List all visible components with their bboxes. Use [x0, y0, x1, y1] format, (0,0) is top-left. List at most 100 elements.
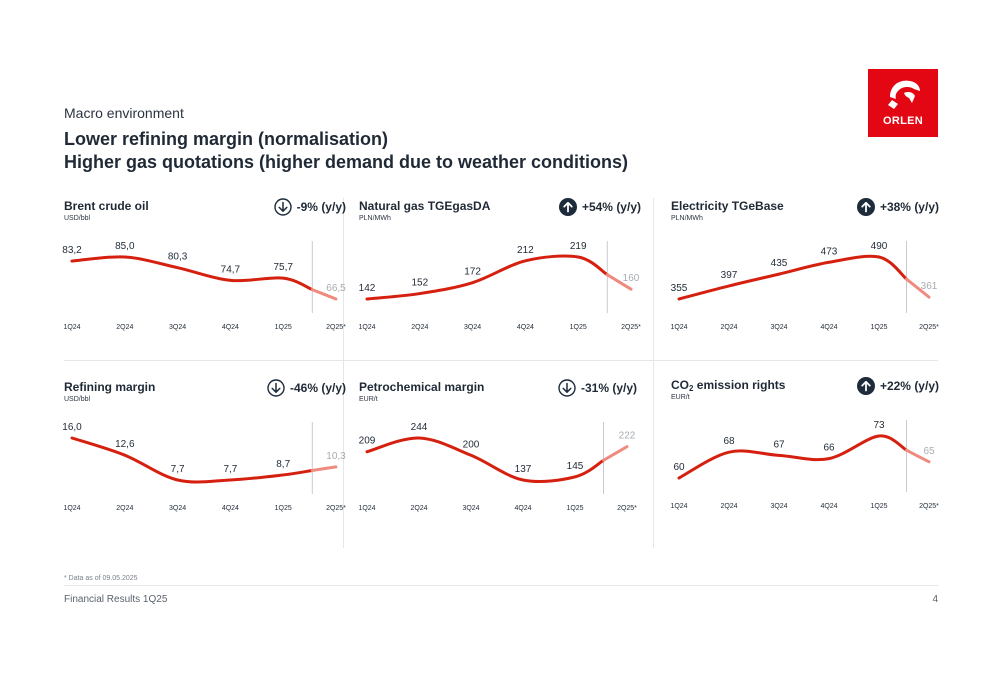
- x-tick-label: 4Q24: [222, 324, 239, 331]
- data-label: 435: [771, 258, 788, 269]
- x-tick-label: 1Q25: [275, 505, 292, 512]
- line-chart: 83,2 1Q24 85,0 2Q24 80,3 3Q24 74,7 4Q24 75,7 1Q25…: [62, 241, 346, 331]
- page-number: 4: [932, 594, 938, 605]
- series-line: [677, 254, 908, 301]
- x-tick-label: 1Q25: [870, 503, 887, 510]
- x-tick-label: 2Q25*: [617, 505, 637, 512]
- data-label: 60: [673, 462, 685, 473]
- row-divider: [64, 360, 938, 361]
- data-label: 16,0: [62, 422, 82, 433]
- headline-line-2: Higher gas quotations (higher demand due…: [64, 152, 629, 172]
- column-divider-2: [653, 198, 654, 548]
- data-label: 160: [623, 273, 640, 284]
- x-tick-label: 1Q24: [358, 505, 375, 512]
- yoy-change: +54% (y/y): [558, 197, 641, 217]
- arrow-up-icon: [856, 198, 875, 216]
- data-label: 85,0: [115, 241, 135, 252]
- data-label: 137: [515, 464, 532, 475]
- chart-unit: USD/bbl: [64, 396, 91, 403]
- data-label: 152: [411, 278, 428, 289]
- yoy-change: -46% (y/y): [267, 378, 346, 398]
- line-chart: 142 1Q24 152 2Q24 172 3Q24 212 4Q24 219 1Q25 160 2Q…: [358, 241, 641, 331]
- footer-divider: [64, 585, 938, 586]
- chart-panel: Electricity TGeBase PLN/MWh +38% (y/y) 355 1…: [670, 198, 939, 359]
- data-label: 397: [721, 270, 738, 281]
- x-tick-label: 3Q24: [462, 505, 479, 512]
- series-line: [70, 436, 314, 484]
- data-label: 244: [411, 422, 428, 433]
- yoy-change: -31% (y/y): [558, 378, 637, 398]
- column-divider-1: [343, 198, 344, 548]
- x-tick-label: 1Q24: [63, 324, 80, 331]
- chart-unit: EUR/t: [359, 396, 378, 403]
- arrow-up-icon: [856, 377, 875, 395]
- x-tick-label: 1Q24: [670, 324, 687, 331]
- series-line: [677, 434, 908, 480]
- chart-panel: Petrochemical margin EUR/t -31% (y/y) 209 1Q…: [358, 378, 637, 540]
- data-label: 7,7: [171, 464, 185, 475]
- x-tick-label: 2Q25*: [621, 324, 641, 331]
- data-label: 66: [823, 443, 835, 454]
- logo-wordmark: ORLEN: [883, 115, 923, 127]
- data-label: 219: [570, 241, 587, 252]
- x-tick-label: 2Q24: [720, 503, 737, 510]
- x-tick-label: 2Q24: [411, 324, 428, 331]
- headline-line-1: Lower refining margin (normalisation): [64, 129, 389, 149]
- data-label: 490: [871, 241, 888, 252]
- data-label: 361: [921, 281, 938, 292]
- data-label: 74,7: [221, 264, 241, 275]
- x-tick-label: 3Q24: [770, 324, 787, 331]
- series-line: [70, 255, 314, 292]
- x-tick-label: 4Q24: [517, 324, 534, 331]
- x-tick-label: 1Q25: [570, 324, 587, 331]
- chart-title: Refining margin: [64, 380, 156, 394]
- data-label: 75,7: [273, 262, 293, 273]
- forecast-line: [310, 465, 338, 472]
- x-tick-label: 1Q25: [275, 324, 292, 331]
- data-label: 66,5: [326, 283, 346, 294]
- chart-unit: USD/bbl: [64, 215, 91, 222]
- x-tick-label: 1Q24: [63, 505, 80, 512]
- arrow-up-icon: [558, 198, 577, 216]
- x-tick-label: 2Q24: [116, 324, 133, 331]
- x-tick-label: 4Q24: [222, 505, 239, 512]
- data-label: 12,6: [115, 439, 135, 450]
- chart-panel: Natural gas TGEgasDA PLN/MWh +54% (y/y) 142…: [358, 197, 641, 359]
- x-tick-label: 4Q24: [514, 505, 531, 512]
- series-line: [365, 254, 609, 301]
- yoy-change: -9% (y/y): [273, 197, 346, 217]
- data-label: 68: [723, 436, 735, 447]
- data-label: 7,7: [223, 464, 237, 475]
- forecast-line: [602, 445, 629, 462]
- chart-title: Brent crude oil: [64, 199, 149, 213]
- data-label: 10,3: [326, 451, 346, 462]
- x-tick-label: 4Q24: [820, 324, 837, 331]
- x-tick-label: 2Q25*: [919, 324, 939, 331]
- x-tick-label: 2Q25*: [919, 503, 939, 510]
- x-tick-label: 3Q24: [464, 324, 481, 331]
- data-label: 145: [567, 461, 584, 472]
- forecast-line: [605, 273, 633, 291]
- data-label: 172: [464, 267, 481, 278]
- data-label: 80,3: [168, 252, 188, 263]
- data-label: 67: [773, 439, 785, 450]
- data-label: 83,2: [62, 245, 82, 256]
- x-tick-label: 3Q24: [169, 324, 186, 331]
- forecast-line: [310, 288, 338, 301]
- chart-title: Petrochemical margin: [359, 380, 485, 394]
- arrow-down-icon: [558, 379, 576, 397]
- line-chart: 209 1Q24 244 2Q24 200 3Q24 137 4Q24 145 1Q25 222 2Q…: [358, 422, 637, 512]
- line-chart: 60 1Q24 68 2Q24 67 3Q24 66 4Q24 73 1Q25 65 2Q25*: [670, 420, 939, 510]
- chart-title: Natural gas TGEgasDA: [359, 199, 491, 213]
- chart-title: Electricity TGeBase: [671, 199, 784, 213]
- orlen-logo: ORLEN: [868, 69, 938, 137]
- data-label: 473: [821, 246, 838, 257]
- arrow-down-icon: [267, 379, 285, 397]
- page-title: Lower refining margin (normalisation) Hi…: [64, 128, 628, 174]
- chart-title: CO2 emission rights: [671, 378, 786, 393]
- yoy-change: +22% (y/y): [856, 376, 939, 396]
- x-tick-label: 1Q25: [870, 324, 887, 331]
- data-label: 222: [619, 431, 636, 442]
- x-tick-label: 3Q24: [169, 505, 186, 512]
- chart-unit: PLN/MWh: [359, 215, 391, 222]
